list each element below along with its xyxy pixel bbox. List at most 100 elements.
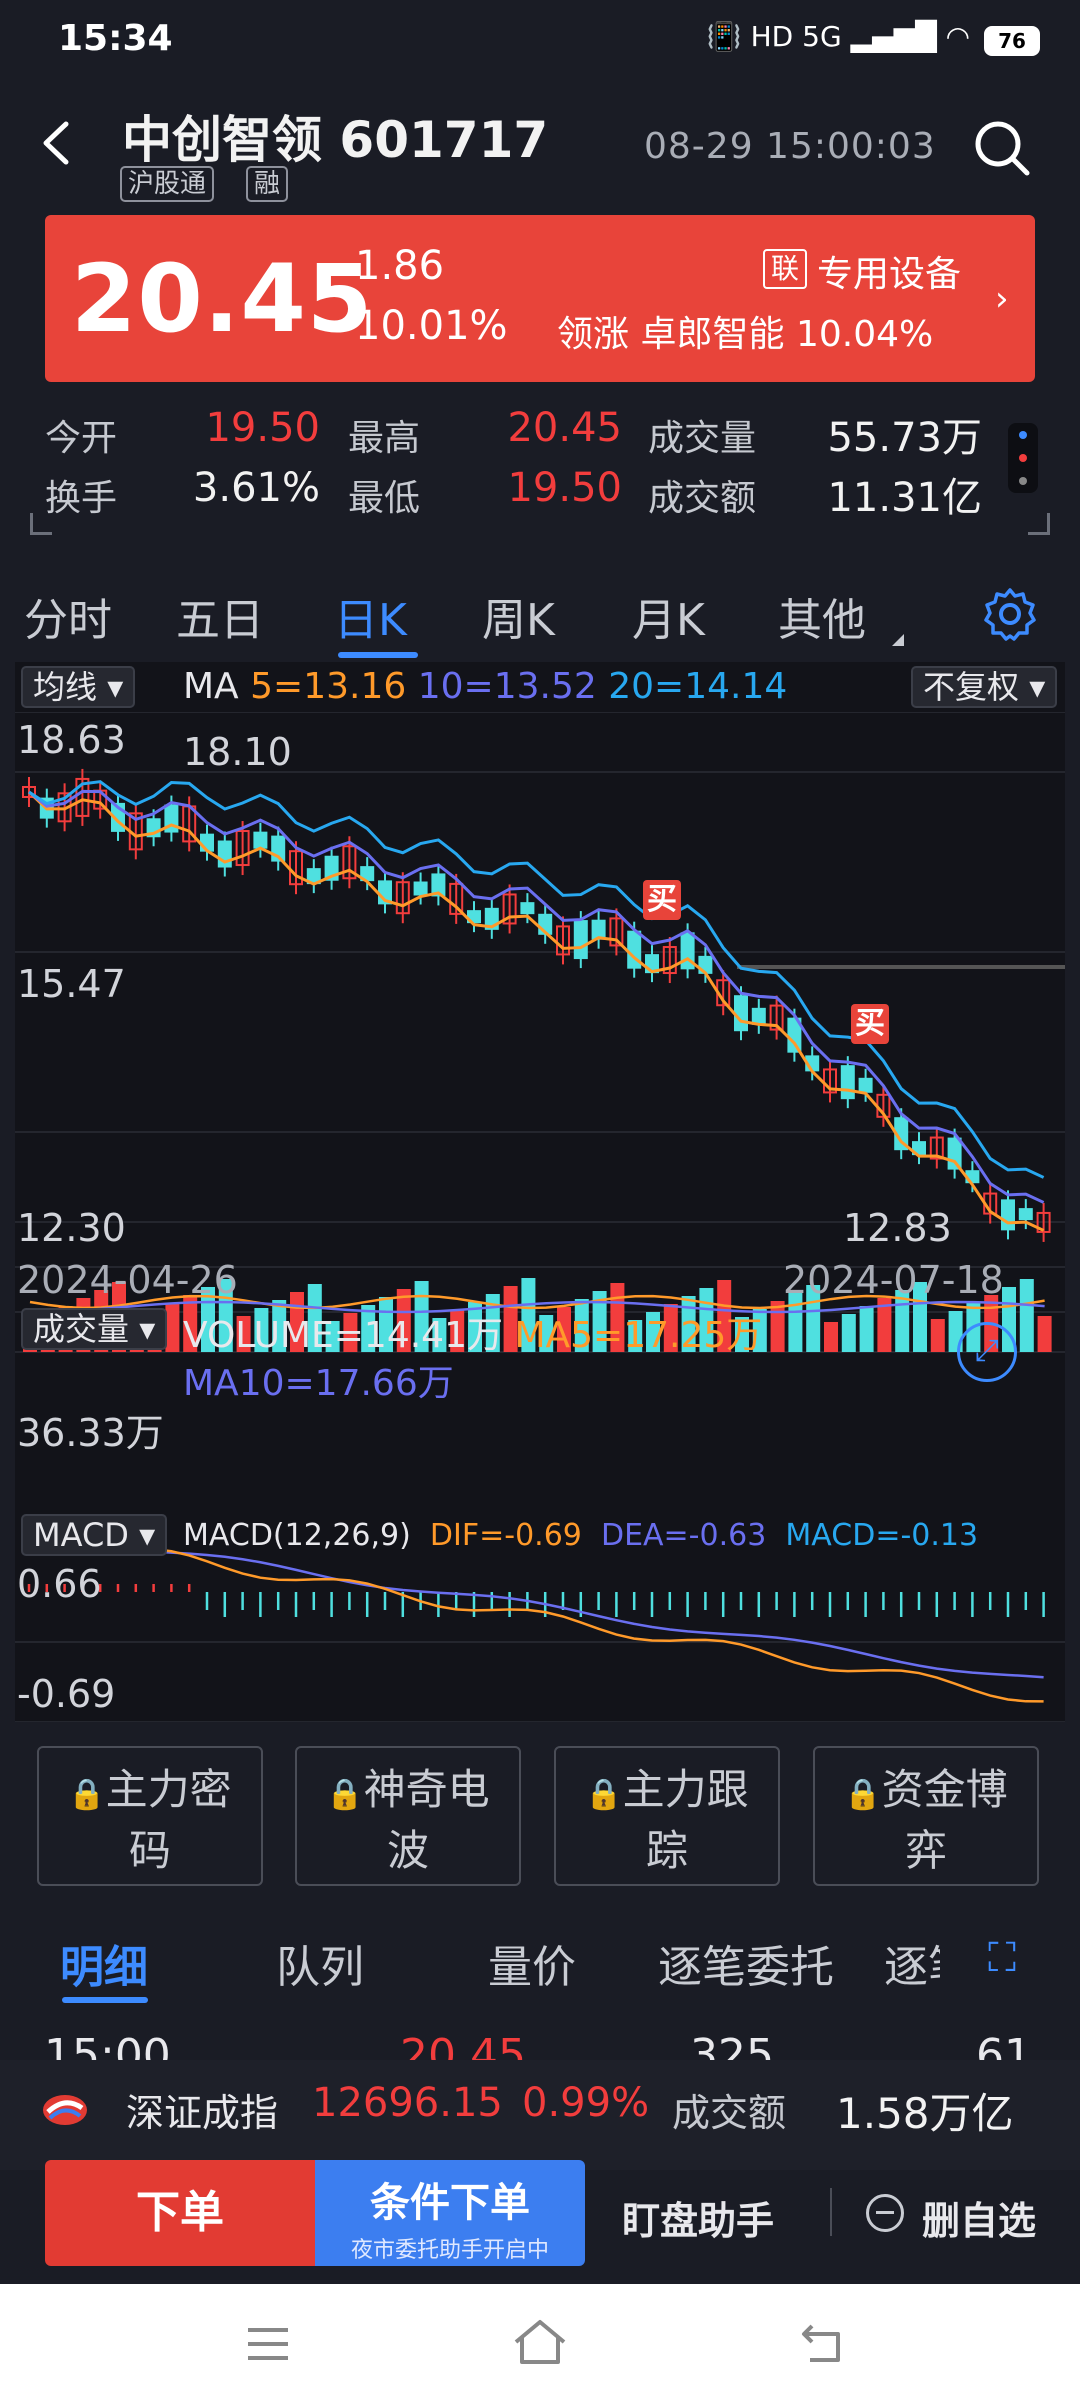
corner-mark: [30, 513, 52, 535]
stock-header: 中创智领 601717 沪股通 融 08-29 15:00:03: [0, 80, 1080, 210]
tab-other-corner: [892, 634, 904, 646]
tab-queue[interactable]: 队列: [276, 1942, 364, 1993]
chart-tabs: 分时 五日 日K 周K 月K 其他: [0, 570, 1080, 660]
volume-bar: [859, 1306, 874, 1352]
buy-signal-badge: 买: [643, 880, 681, 920]
active-tab-indicator: [62, 1997, 148, 2003]
order-button[interactable]: 下单: [45, 2160, 315, 2266]
tab-daily-k[interactable]: 日K: [334, 595, 407, 646]
candle-body: [591, 919, 606, 940]
volume-bar: [521, 1278, 536, 1352]
macd-selector[interactable]: MACD ▾: [21, 1514, 168, 1556]
price-change-pct: 10.01%: [355, 303, 508, 349]
stat-label: 今开: [45, 418, 118, 459]
back-arrow-icon[interactable]: [38, 118, 74, 168]
volume-bar: [1019, 1279, 1034, 1352]
candle-body: [342, 845, 357, 880]
feature-button-tracking[interactable]: 🔒主力跟踪: [554, 1746, 780, 1886]
tab-monthly-k[interactable]: 月K: [632, 595, 705, 646]
sector-name: 专用设备: [817, 254, 962, 295]
lock-icon: 🔒: [844, 1777, 882, 1812]
candle-body: [395, 881, 410, 915]
volume-bar: [307, 1284, 322, 1352]
stat-label: 最低: [348, 478, 421, 519]
index-ticker[interactable]: 深证成指 12696.15 0.99% 成交额 1.58万亿: [0, 2060, 1080, 2170]
feature-button-fund-game[interactable]: 🔒资金博弈: [813, 1746, 1039, 1886]
volume-bar: [165, 1303, 180, 1352]
candle-body: [929, 1136, 944, 1160]
k-line-chart-area[interactable]: 均线 ▾ MA 5=13.16 10=13.52 20=14.14 不复权 ▾ …: [15, 662, 1065, 1722]
tab-other[interactable]: 其他: [778, 595, 866, 646]
volume-bar: [557, 1307, 571, 1352]
quote-stats: 今开 19.50 最高 20.45 成交量 55.73万 换手 3.61% 最低…: [0, 395, 1080, 545]
volume-legend: VOLUME=14.41万 MA5=17.25万: [183, 1315, 763, 1356]
tab-five-day[interactable]: 五日: [176, 595, 264, 646]
volume-bar: [877, 1298, 892, 1352]
dif-line: [28, 1532, 1044, 1703]
tab-intraday[interactable]: 分时: [24, 595, 112, 646]
expand-icon[interactable]: ⤢: [957, 1322, 1017, 1382]
feature-buttons: 🔒主力密码 🔒神奇电波 🔒主力跟踪 🔒资金博弈: [0, 1730, 1080, 1900]
tag-margin: 融: [246, 166, 289, 202]
volume-bar: [646, 1312, 660, 1352]
dea-line: [28, 1530, 1044, 1679]
tab-weekly-k[interactable]: 周K: [482, 595, 555, 646]
volume-bar: [592, 1291, 607, 1352]
feature-button-wave[interactable]: 🔒神奇电波: [295, 1746, 521, 1886]
candle-body: [912, 1141, 926, 1156]
watch-assistant-button[interactable]: 盯盘助手: [622, 2199, 775, 2243]
stat-label: 最高: [348, 418, 421, 459]
adjust-selector[interactable]: 不复权 ▾: [911, 666, 1058, 708]
remove-watchlist-button[interactable]: 删自选: [922, 2199, 1037, 2243]
gear-icon[interactable]: [982, 586, 1038, 642]
price-box[interactable]: 20.45 1.86 10.01% 联 专用设备 领涨 卓郎智能 10.04% …: [45, 215, 1035, 382]
quote-time: 08-29 15:00:03: [644, 126, 936, 167]
stat-value: 11.31亿: [827, 475, 982, 521]
lock-icon: 🔒: [585, 1777, 623, 1812]
volume-selector[interactable]: 成交量 ▾: [21, 1308, 168, 1350]
chevron-right-icon: ›: [995, 279, 1009, 319]
stat-value: 19.50: [507, 465, 622, 511]
feature-button-main-code[interactable]: 🔒主力密码: [37, 1746, 263, 1886]
volume-bar: [788, 1293, 803, 1352]
home-icon[interactable]: [510, 2318, 570, 2366]
candle-body: [502, 893, 517, 925]
volume-bar: [574, 1299, 589, 1352]
bottom-action-bar: 下单 条件下单 夜市委托助手开启中 盯盘助手 删自选: [0, 2150, 1080, 2280]
detail-tabs: 明细 队列 量价 逐笔委托 逐笔 ⛶: [0, 1905, 1080, 2005]
tab-tick-by-tick[interactable]: 逐笔: [884, 1942, 940, 1993]
leader-pct: 10.04%: [795, 314, 934, 355]
volume-max: 36.33万: [17, 1411, 164, 1455]
menu-icon[interactable]: [244, 2324, 292, 2364]
volume-bar: [450, 1310, 465, 1352]
volume-bar: [503, 1286, 518, 1352]
candle-body: [573, 920, 588, 960]
more-dots-icon[interactable]: [1008, 423, 1038, 493]
search-icon[interactable]: [972, 118, 1032, 178]
volume-bar: [432, 1318, 447, 1352]
volume-bar: [539, 1315, 554, 1352]
back-nav-icon[interactable]: [798, 2320, 848, 2366]
stock-name: 中创智领 601717: [122, 111, 549, 169]
date-start: 2024-04-26: [17, 1258, 238, 1302]
tab-order-by-order[interactable]: 逐笔委托: [658, 1942, 834, 1993]
candle-body: [253, 831, 268, 849]
last-price: 20.45: [71, 245, 374, 354]
conditional-order-button[interactable]: 条件下单 夜市委托助手开启中: [315, 2160, 585, 2266]
fullscreen-icon[interactable]: ⛶: [988, 1935, 1016, 1981]
volume-bar: [824, 1322, 838, 1352]
divider: [830, 2188, 832, 2236]
volume-ma10-line: [29, 1300, 1045, 1314]
tab-detail[interactable]: 明细: [60, 1942, 148, 1993]
volume-bar: [254, 1308, 269, 1352]
sector-leader: 领涨 卓郎智能 10.04%: [557, 305, 933, 357]
candle-body: [769, 1004, 784, 1031]
status-bar: 15:34 📳 HD 5G ▂▄▆█ ◠ 76: [0, 0, 1080, 80]
date-end: 2024-07-18: [783, 1258, 1004, 1302]
szse-logo-icon: [43, 2095, 87, 2125]
tab-volume-price[interactable]: 量价: [488, 1942, 576, 1993]
macd-low: -0.69: [17, 1672, 116, 1716]
ma-selector[interactable]: 均线 ▾: [21, 666, 136, 708]
y-axis-low: 12.30: [17, 1206, 126, 1250]
stat-value: 19.50: [205, 405, 320, 451]
